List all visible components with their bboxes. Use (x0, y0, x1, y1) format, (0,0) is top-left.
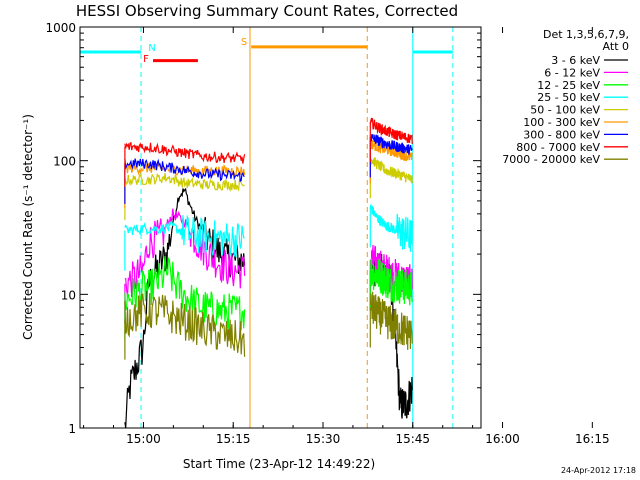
series-line-4-seg1 (124, 173, 245, 220)
series-line-7-seg1 (124, 141, 246, 187)
x-tick-label-3: 15:45 (395, 432, 430, 446)
plot-frame (79, 26, 482, 429)
x-axis: 15:00 15:15 15:30 15:45 16:00 16:15 (83, 27, 610, 446)
y-tick-label-0: 1 (68, 422, 76, 436)
legend-label-2: 12 - 25 keV (537, 79, 600, 92)
x-tick-label-1: 15:15 (216, 432, 251, 446)
x-axis-label: Start Time (23-Apr-12 14:49:22) (183, 457, 375, 471)
y-tick-label-3: 1000 (45, 21, 76, 35)
legend-label-8: 7000 - 20000 keV (502, 153, 600, 166)
y-tick-label-1: 10 (61, 288, 76, 302)
legend-label-6: 300 - 800 keV (523, 128, 600, 141)
legend-header-detectors: Det 1,3,5,6,7,9, (543, 28, 629, 41)
series-line-8-seg2 (369, 291, 413, 350)
y-axis-label: Corrected Count Rate (s⁻¹ detector⁻¹) (21, 114, 35, 340)
series-line-3-seg1 (124, 214, 245, 271)
plot-area: NF S (79, 27, 454, 429)
chart-title: HESSI Observing Summary Count Rates, Cor… (76, 2, 458, 20)
x-tick-label-5: 16:15 (575, 432, 610, 446)
series-line-7-seg2 (369, 117, 413, 163)
series-line-4-seg2 (369, 157, 413, 199)
flag-label-f: F (143, 54, 149, 65)
legend-label-0: 3 - 6 keV (551, 54, 600, 67)
x-tick-label-2: 15:30 (306, 432, 341, 446)
legend-label-7: 800 - 7000 keV (516, 141, 600, 154)
series-line-3-seg2 (369, 203, 413, 252)
legend-label-1: 6 - 12 keV (544, 66, 600, 79)
flag-label-n: N (148, 43, 155, 54)
legend-label-4: 50 - 100 keV (530, 104, 600, 117)
flag-label-s: S (241, 37, 247, 48)
x-tick-label-0: 15:00 (126, 432, 161, 446)
timestamp: 24-Apr-2012 17:18 (561, 466, 636, 475)
series-line-8-seg1 (124, 293, 246, 360)
legend-label-5: 100 - 300 keV (523, 116, 600, 129)
y-tick-label-2: 100 (53, 155, 76, 169)
x-tick-label-4: 16:00 (485, 432, 520, 446)
legend-header-attenuator: Att 0 (603, 40, 629, 53)
legend-label-3: 25 - 50 keV (537, 91, 600, 104)
y-axis: 1 10 100 1000 (45, 21, 481, 436)
